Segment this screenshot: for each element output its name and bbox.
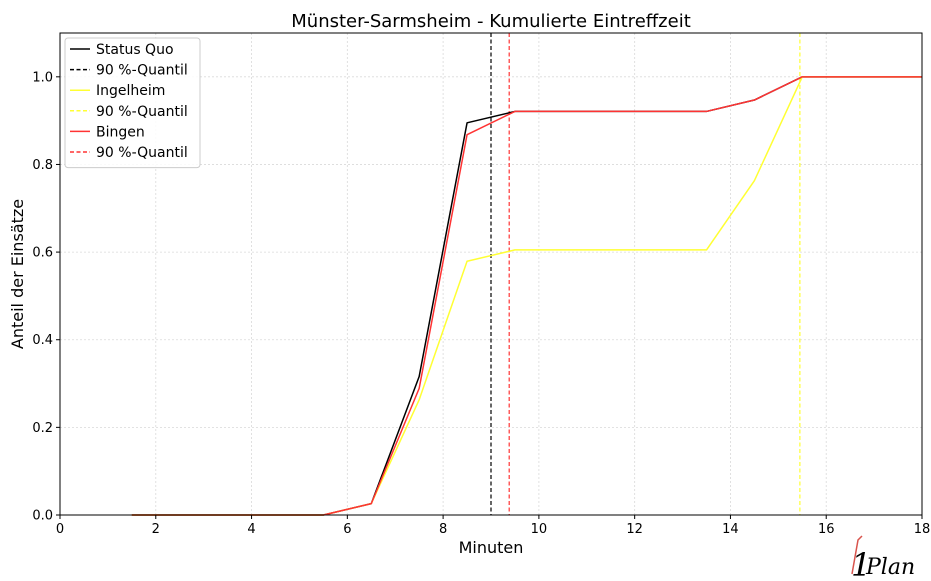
- x-tick-label: 16: [818, 522, 835, 537]
- x-tick-label: 4: [247, 522, 255, 537]
- x-tick-label: 0: [56, 522, 64, 537]
- logo-word: Plan: [865, 555, 915, 580]
- legend-label: 90 %-Quantil: [96, 63, 188, 79]
- x-axis-label: Minuten: [459, 538, 524, 557]
- series-lines: [132, 77, 922, 515]
- y-tick-label: 0.8: [32, 158, 53, 173]
- legend: Status Quo 90 %-Quantil Ingelheim 90 %-Quan…: [65, 38, 200, 168]
- y-tick-label: 0.2: [32, 421, 53, 436]
- x-tick-label: 18: [914, 522, 931, 537]
- y-tick-label: 1.0: [32, 70, 53, 85]
- x-tick-label: 6: [343, 522, 351, 537]
- legend-label: Status Quo: [96, 42, 174, 58]
- x-tick-label: 2: [152, 522, 160, 537]
- legend-label: 90 %-Quantil: [96, 104, 188, 120]
- x-axis-ticks: 0 2 4 6 8 10 12 14 16 18: [56, 515, 930, 537]
- y-axis-label: Anteil der Einsätze: [8, 199, 27, 349]
- legend-label: Ingelheim: [96, 83, 165, 99]
- x-tick-label: 14: [722, 522, 739, 537]
- y-axis-ticks: 0.0 0.2 0.4 0.6 0.8 1.0: [32, 70, 60, 523]
- y-tick-label: 0.4: [32, 333, 53, 348]
- series-line-status-quo: [132, 77, 922, 515]
- oneplan-logo: 1 Plan: [851, 536, 915, 581]
- series-line-ingelheim: [132, 77, 922, 515]
- legend-label: Bingen: [96, 124, 145, 140]
- legend-label: 90 %-Quantil: [96, 145, 188, 161]
- chart-title: Münster-Sarmsheim - Kumulierte Eintreffz…: [291, 11, 691, 32]
- series-line-bingen: [132, 77, 922, 515]
- x-tick-label: 10: [531, 522, 548, 537]
- y-tick-label: 0.6: [32, 246, 53, 261]
- x-tick-label: 12: [626, 522, 643, 537]
- x-tick-label: 8: [439, 522, 447, 537]
- quantile-lines: [491, 33, 800, 515]
- y-tick-label: 0.0: [32, 509, 53, 524]
